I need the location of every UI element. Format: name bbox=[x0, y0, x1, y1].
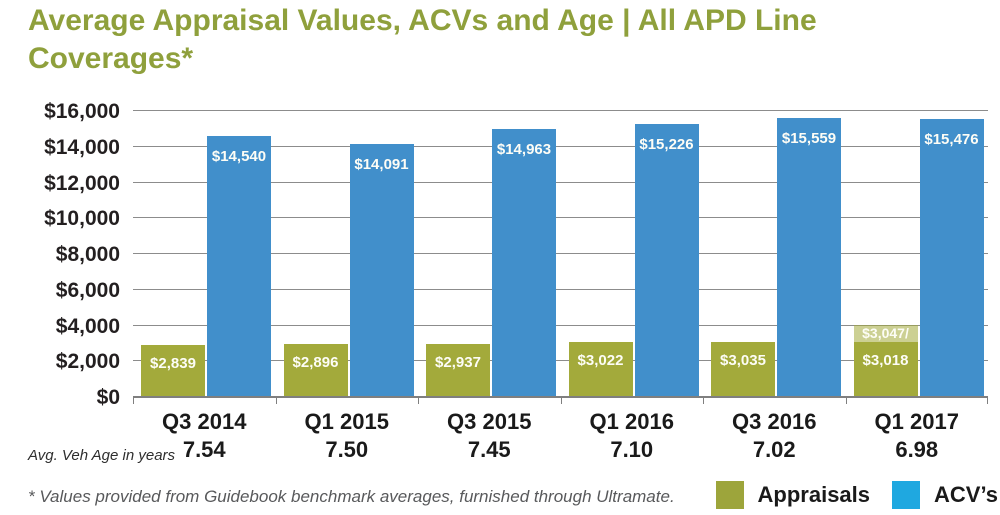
legend-swatch-appraisals bbox=[715, 481, 744, 509]
bar-value-label: $2,896 bbox=[292, 354, 339, 372]
gridline bbox=[133, 360, 988, 362]
bar-value-label: $14,540 bbox=[211, 148, 267, 166]
y-tick-label: $4,000 bbox=[55, 314, 120, 338]
bar-value-label: $2,937 bbox=[435, 353, 481, 371]
y-tick-label: $8,000 bbox=[55, 243, 120, 266]
x-label-quarter: Q3 2015 bbox=[447, 409, 532, 434]
bar-value-label: $2,839 bbox=[150, 355, 196, 373]
y-tick-label: $6,000 bbox=[55, 278, 120, 302]
x-label-age: 6.98 bbox=[895, 437, 939, 462]
y-tick-label: $2,000 bbox=[55, 350, 120, 374]
bar-acvs: $14,963 bbox=[492, 128, 556, 396]
plot-area: $2,839 $14,540 $2,896 $14,091 $2,937 $14,963 $… bbox=[133, 110, 988, 404]
y-tick-label: $0 bbox=[96, 386, 120, 409]
gridline bbox=[133, 324, 988, 326]
chart-title-line1: Average Appraisal Values, ACVs and Age |… bbox=[28, 4, 817, 37]
category-cell: Q1 2015 7.50 bbox=[276, 408, 419, 470]
x-label-quarter: Q1 2017 bbox=[874, 409, 959, 434]
x-axis-tick bbox=[703, 398, 704, 404]
bar-value-label: $14,091 bbox=[354, 156, 409, 174]
gridline bbox=[133, 181, 988, 183]
bar-value-label: $14,963 bbox=[496, 140, 552, 158]
age-axis-caption: Avg. Veh Age in years bbox=[28, 447, 176, 464]
category-cell: Q3 2015 7.45 bbox=[418, 408, 561, 470]
bar-acvs: $15,559 bbox=[777, 117, 841, 396]
x-label-age: 7.10 bbox=[610, 437, 654, 462]
y-tick-label: $12,000 bbox=[44, 171, 120, 195]
bar-value-label: $15,476 bbox=[924, 131, 979, 149]
y-tick-label: $16,000 bbox=[44, 100, 120, 123]
x-axis-tick bbox=[275, 398, 277, 404]
legend-label-acvs: ACV’s bbox=[934, 482, 998, 507]
bar-value-label: $15,559 bbox=[781, 129, 837, 147]
x-label-quarter: Q1 2016 bbox=[589, 409, 674, 434]
x-axis-tick bbox=[987, 398, 988, 404]
x-label-age: 7.02 bbox=[752, 437, 796, 462]
x-label-quarter: Q3 2014 bbox=[162, 409, 247, 434]
x-axis-tick bbox=[133, 398, 134, 404]
gridline bbox=[133, 145, 988, 147]
footnote: * Values provided from Guidebook benchma… bbox=[28, 487, 675, 506]
y-axis: $0 $2,000 $4,000 $6,000 $8,000 $10,000 $12,000… bbox=[0, 100, 120, 409]
bar-appraisals: $3,018 bbox=[853, 342, 918, 396]
legend-swatch-acvs bbox=[892, 481, 921, 509]
bar-value-label: $3,018 bbox=[862, 352, 909, 370]
x-label-quarter: Q1 2015 bbox=[304, 409, 389, 434]
category-cell: Q3 2014 7.54 bbox=[133, 408, 276, 470]
x-axis-tick bbox=[845, 398, 847, 404]
bar-acvs: $15,476 bbox=[919, 119, 984, 396]
y-tick-label: $14,000 bbox=[44, 135, 120, 159]
gridline bbox=[133, 288, 988, 290]
category-cell: Q3 2016 7.02 bbox=[703, 408, 846, 470]
bar-appraisals: $2,839 bbox=[141, 345, 205, 396]
bar-acvs: $15,226 bbox=[634, 123, 699, 396]
legend-label-appraisals: Appraisals bbox=[757, 482, 871, 507]
bar-acvs: $14,540 bbox=[207, 136, 271, 396]
x-label-age: 7.50 bbox=[325, 437, 369, 462]
x-axis-tick bbox=[418, 398, 419, 404]
category-cell: Q1 2016 7.10 bbox=[561, 408, 704, 470]
chart-title: Average Appraisal Values, ACVs and Age |… bbox=[28, 2, 978, 78]
x-label-quarter: Q3 2016 bbox=[732, 409, 817, 434]
legend: Appraisals ACV’s bbox=[715, 480, 1000, 510]
bar-overlay-label: $3,047/ bbox=[853, 325, 918, 343]
bar-appraisals: $2,896 bbox=[283, 344, 348, 396]
bar-appraisals: $3,022 bbox=[568, 341, 633, 396]
x-axis-tick bbox=[560, 398, 562, 404]
gridline bbox=[133, 253, 988, 254]
x-axis-labels: Q3 2014 7.54 Q1 2015 7.50 Q3 2015 7.45 Q1 2016… bbox=[133, 408, 988, 470]
gridline bbox=[133, 217, 988, 219]
x-label-age: 7.54 bbox=[182, 437, 226, 462]
bar-appraisals: $3,035 bbox=[711, 341, 775, 396]
bar-acvs: $14,091 bbox=[349, 144, 414, 396]
bar-value-label: $3,035 bbox=[720, 351, 766, 369]
bar-value-label: $15,226 bbox=[639, 135, 694, 153]
gridline bbox=[133, 110, 988, 111]
x-label-age: 7.45 bbox=[467, 437, 511, 462]
bar-value-label: $3,022 bbox=[577, 351, 624, 369]
y-tick-label: $10,000 bbox=[44, 207, 120, 231]
bar-appraisals: $2,937 bbox=[426, 343, 490, 396]
category-cell: Q1 2017 6.98 bbox=[846, 408, 989, 470]
chart-title-line2: Coverages* bbox=[28, 42, 194, 75]
